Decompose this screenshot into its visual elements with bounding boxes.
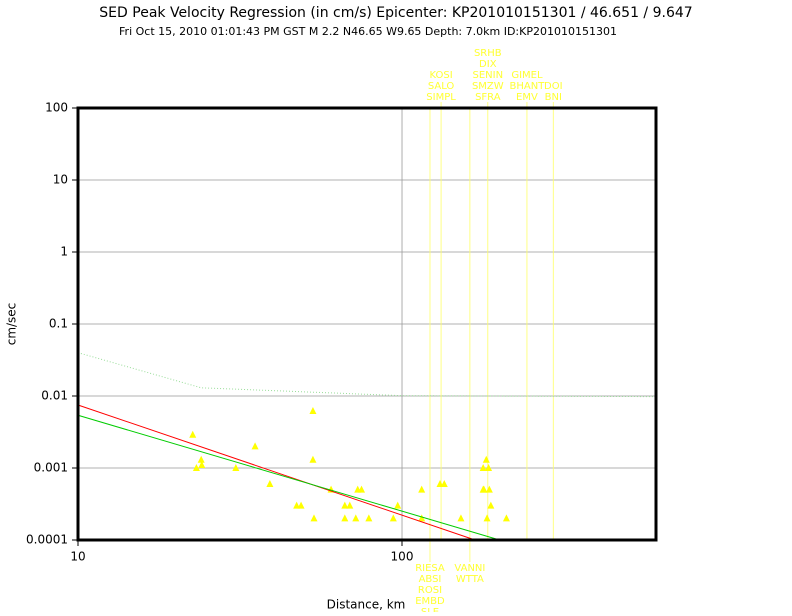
- station-label: RIESA: [415, 563, 445, 574]
- station-label: GIMEL: [511, 70, 543, 81]
- x-tick-label: 100: [391, 550, 414, 564]
- data-point: [293, 501, 301, 509]
- station-label: BNI: [545, 92, 562, 103]
- station-label: WTTA: [456, 574, 484, 585]
- station-label: EMV: [516, 92, 538, 103]
- data-point: [394, 501, 402, 509]
- station-label: SIMPL: [426, 92, 456, 103]
- station-label: SRHB: [474, 48, 502, 59]
- data-point: [189, 430, 197, 438]
- x-axis-label: Distance, km: [327, 598, 406, 612]
- y-tick-label: 0.01: [41, 389, 68, 403]
- data-point: [483, 514, 491, 522]
- station-label: SALO: [428, 81, 455, 92]
- data-point: [346, 501, 354, 509]
- station-label: SENIN: [473, 70, 504, 81]
- y-tick-label: 10: [53, 173, 68, 187]
- data-point: [198, 461, 206, 469]
- station-label: VANNI: [454, 563, 485, 574]
- data-point: [485, 464, 493, 471]
- data-point: [389, 514, 397, 522]
- data-point: [310, 514, 318, 522]
- data-point: [197, 455, 205, 463]
- data-point: [251, 442, 259, 450]
- data-point: [418, 485, 426, 493]
- y-tick-label: 0.1: [49, 317, 68, 331]
- plot-frame: [76, 106, 658, 542]
- station-label: EMBD: [415, 596, 445, 607]
- data-point: [485, 485, 493, 493]
- y-tick-label: 0.0001: [26, 533, 68, 547]
- data-point: [232, 464, 240, 471]
- data-point: [502, 514, 510, 522]
- x-tick-label: 10: [70, 550, 85, 564]
- data-point: [480, 485, 488, 493]
- station-label: ABSI: [419, 574, 442, 585]
- data-point: [457, 514, 465, 522]
- data-point: [341, 514, 349, 522]
- data-point: [365, 514, 373, 522]
- data-point: [440, 479, 448, 487]
- chart-subtitle: Fri Oct 15, 2010 01:01:43 PM GST M 2.2 N…: [119, 25, 617, 38]
- data-point: [487, 501, 495, 509]
- station-label: SFRA: [475, 92, 501, 103]
- chart-title: SED Peak Velocity Regression (in cm/s) E…: [99, 5, 692, 21]
- data-point: [358, 485, 366, 493]
- data-point: [352, 514, 360, 522]
- data-point: [297, 501, 305, 509]
- y-tick-label: 100: [45, 101, 68, 115]
- station-label: SMZW: [472, 81, 504, 92]
- regression-line: [77, 404, 476, 541]
- data-point: [266, 479, 274, 487]
- data-point: [418, 514, 426, 522]
- data-point: [479, 464, 487, 471]
- y-tick-label: 0.001: [34, 461, 68, 475]
- data-point: [482, 455, 490, 463]
- station-label: KOSI: [429, 70, 452, 81]
- station-label: DOI: [544, 81, 563, 92]
- regression-line: [77, 414, 500, 541]
- data-point: [341, 501, 349, 509]
- y-tick-label: 1: [60, 245, 68, 259]
- station-label: SLE: [421, 607, 439, 612]
- regression-line: [77, 352, 657, 398]
- y-axis-label: cm/sec: [5, 303, 19, 346]
- data-point: [309, 406, 317, 414]
- data-point: [309, 455, 317, 463]
- station-label: DIX: [479, 59, 497, 70]
- data-point: [192, 464, 200, 471]
- station-label: ROSI: [418, 585, 442, 596]
- station-label: BHANT: [510, 81, 546, 92]
